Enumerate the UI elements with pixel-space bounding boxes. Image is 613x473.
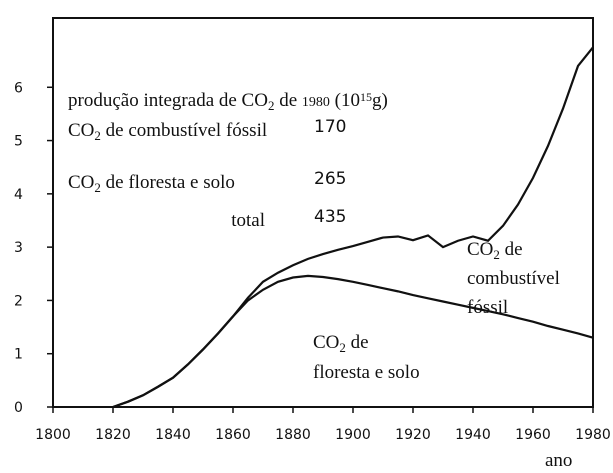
annotation-part: de (500, 239, 523, 260)
annotation-part: de (346, 332, 369, 353)
annotation-part: 2 (493, 247, 500, 262)
annotation: CO2 de (313, 332, 369, 355)
x-tick-label: 1860 (215, 427, 251, 443)
annotation: CO2 de combustível fóssil (68, 120, 267, 143)
annotation-part: 15 (360, 90, 372, 104)
annotation-part: de (274, 90, 301, 111)
annotation-part: 2 (268, 98, 275, 113)
line (112, 274, 594, 409)
x-tick-label: 1980 (575, 427, 611, 443)
annotation-part: combustível (467, 268, 560, 289)
x-tick-label: 1820 (95, 427, 131, 443)
x-tick-label: 1900 (335, 427, 371, 443)
x-tick-label: 1960 (515, 427, 551, 443)
annotation: fóssil (467, 297, 508, 318)
annotation-part: 1980 (302, 95, 330, 110)
annotation-part: total (231, 210, 265, 231)
y-tick-label: 2 (14, 293, 23, 309)
annotation-part: de floresta e solo (101, 172, 235, 193)
annotation: CO2 de (467, 239, 523, 262)
annotation-part: 2 (339, 340, 346, 355)
y-tick-label: 0 (14, 400, 23, 416)
annotation-part: de combustível fóssil (101, 120, 267, 141)
plot-frame (52, 17, 594, 408)
x-axis-label: ano (545, 450, 572, 471)
y-tick-label: 3 (14, 240, 23, 256)
annotation-part: CO (313, 332, 339, 353)
annotation-part: 2 (94, 180, 101, 195)
annotation: combustível (467, 268, 560, 289)
annotation-part: g) (372, 90, 388, 111)
annotation: floresta e solo (313, 362, 420, 383)
x-tick-label: 1940 (455, 427, 491, 443)
annotation-part: floresta e solo (313, 362, 420, 383)
annotation-part: (10 (330, 90, 360, 111)
annotation-part: CO (467, 239, 493, 260)
info-value: 265 (314, 169, 346, 189)
annotation: produção integrada de CO2 de 1980 (1015g… (68, 90, 388, 113)
annotation-part: produção integrada de CO (68, 90, 268, 111)
info-value: 435 (314, 207, 346, 227)
annotation-part: CO (68, 120, 94, 141)
y-tick-label: 6 (14, 80, 23, 96)
y-tick-label: 1 (14, 347, 23, 363)
x-tick-label: 1920 (395, 427, 431, 443)
annotation: total (231, 210, 265, 231)
x-tick-label: 1880 (275, 427, 311, 443)
y-tick-label: 5 (14, 134, 23, 150)
y-tick-label: 4 (14, 187, 23, 203)
info-value: 170 (314, 117, 346, 137)
annotation-part: 2 (94, 128, 101, 143)
annotation-part: fóssil (467, 297, 508, 318)
annotation: CO2 de floresta e solo (68, 172, 235, 195)
x-tick-label: 1840 (155, 427, 191, 443)
annotation-part: CO (68, 172, 94, 193)
x-tick-label: 1800 (35, 427, 71, 443)
